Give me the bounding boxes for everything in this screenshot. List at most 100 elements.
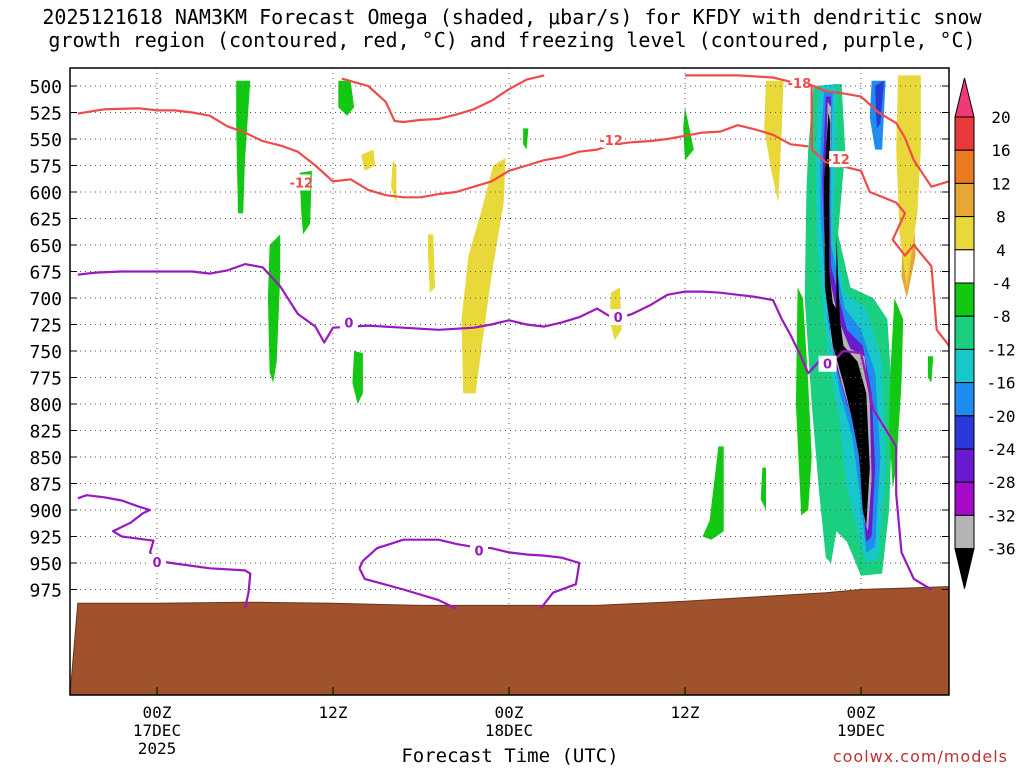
- y-tick-label-600: 600: [29, 183, 62, 204]
- y-tick-label-675: 675: [29, 263, 62, 284]
- contour-line-5: [77, 494, 252, 609]
- contour-label-5: 0: [614, 311, 623, 326]
- omega-area-26: [896, 75, 921, 288]
- colorbar-swatch-3: [954, 182, 975, 218]
- colorbar-label-1: 16: [991, 141, 1010, 160]
- omega-area-14: [760, 467, 766, 510]
- x-tick-date-40: 19DEC: [837, 721, 885, 740]
- x-tick-label-20: 00Z: [495, 703, 524, 722]
- contour-label-bg-7: [148, 553, 166, 570]
- y-tick-label-650: 650: [29, 236, 62, 257]
- y-tick-label-575: 575: [29, 157, 62, 178]
- colorbar-swatch-5: [954, 249, 975, 284]
- contour-label-bg-5: [609, 309, 628, 326]
- omega-shading-layer: [236, 75, 934, 576]
- omega-area-0: [236, 80, 251, 214]
- colorbar-bottom-arrow: [954, 548, 975, 589]
- omega-area-21: [824, 112, 870, 526]
- y-tick-label-925: 925: [29, 528, 62, 549]
- x-tick-label-30: 12Z: [671, 703, 700, 722]
- y-tick-label-550: 550: [29, 130, 62, 151]
- contour-label-2: -12: [826, 153, 850, 168]
- omega-area-23: [875, 80, 884, 129]
- omega-area-15: [795, 287, 812, 516]
- y-tick-label-775: 775: [29, 369, 62, 390]
- contour-label-3: -18: [788, 77, 812, 92]
- colorbar-swatch-12: [954, 481, 975, 516]
- colorbar: 20 16 12 8 4 -4 -8 -12 -16 -20 -24 -28 -32 -36: [954, 77, 1016, 589]
- contour-label-1: -12: [599, 134, 623, 149]
- y-tick-label-725: 725: [29, 316, 62, 337]
- omega-area-1: [267, 234, 281, 383]
- colorbar-label-10: -24: [987, 440, 1016, 459]
- x-tick-label-40: 00Z: [847, 703, 876, 722]
- colorbar-label-3: 8: [996, 208, 1006, 227]
- y-tick-label-825: 825: [29, 422, 62, 443]
- omega-area-27: [927, 356, 934, 383]
- x-tick-year-0: 2025: [138, 739, 177, 758]
- contour-label-bg-6: [818, 355, 837, 372]
- colorbar-label-11: -28: [987, 473, 1016, 492]
- y-tick-label-975: 975: [29, 581, 62, 602]
- contour-line-7: [358, 567, 457, 610]
- omega-area-8: [428, 234, 436, 293]
- y-tick-label-625: 625: [29, 210, 62, 231]
- colorbar-label-6: -8: [991, 307, 1010, 326]
- colorbar-label-5: -4: [991, 274, 1010, 293]
- colorbar-swatch-10: [954, 415, 975, 450]
- colorbar-swatch-2: [954, 149, 975, 184]
- contour-label-bg-8: [470, 542, 489, 559]
- chart-title-line-1: 2025121618 NAM3KM Forecast Omega (shaded…: [42, 5, 982, 29]
- contour-label-7: 0: [152, 556, 161, 571]
- omega-area-4: [352, 351, 363, 404]
- contour-label-bg-0: [292, 174, 311, 191]
- colorbar-swatch-4: [954, 216, 975, 251]
- colorbar-label-9: -20: [987, 407, 1016, 426]
- x-tick-label-0: 00Z: [143, 703, 172, 722]
- y-tick-label-850: 850: [29, 448, 62, 469]
- contour-label-bg-4: [339, 314, 358, 331]
- y-tick-label-700: 700: [29, 289, 62, 310]
- colorbar-label-4: 4: [996, 241, 1006, 260]
- y-tick-label-800: 800: [29, 395, 62, 416]
- omega-area-3: [338, 80, 355, 116]
- contour-label-6: 0: [823, 358, 832, 373]
- colorbar-swatch-1: [954, 116, 975, 151]
- contour-line-6: [358, 538, 581, 610]
- contour-line-2: [685, 74, 949, 188]
- terrain-surface: [70, 586, 949, 695]
- x-tick-date-20: 18DEC: [485, 721, 533, 740]
- x-axis-label: Forecast Time (UTC): [401, 745, 619, 767]
- colorbar-label-7: -12: [987, 340, 1016, 359]
- y-tick-label-500: 500: [29, 77, 62, 98]
- colorbar-label-2: 12: [991, 174, 1010, 193]
- colorbar-swatch-6: [954, 282, 975, 317]
- y-tick-label-900: 900: [29, 501, 62, 522]
- contour-line-0: [77, 107, 809, 199]
- axes: 500 525 550 575 600 625 650 675 700 725 750 775 800 8…: [29, 77, 949, 758]
- colorbar-label-0: 20: [991, 108, 1010, 127]
- y-tick-label-525: 525: [29, 104, 62, 125]
- y-tick-label-750: 750: [29, 342, 62, 363]
- contour-label-8: 0: [475, 544, 484, 559]
- colorbar-swatch-11: [954, 448, 975, 483]
- colorbar-top-arrow: [954, 77, 975, 118]
- omega-area-10: [764, 80, 784, 203]
- omega-area-5: [361, 149, 376, 171]
- contour-label-bg-3: [790, 74, 809, 91]
- colorbar-swatch-13: [954, 514, 975, 550]
- omega-area-12: [683, 107, 694, 161]
- colorbar-label-8: -16: [987, 374, 1016, 393]
- y-tick-label-875: 875: [29, 475, 62, 496]
- terrain-layer: [70, 586, 949, 695]
- x-tick-label-10: 12Z: [319, 703, 348, 722]
- contour-label-0: -12: [290, 176, 314, 191]
- credit-link[interactable]: coolwx.com/models: [832, 747, 1008, 766]
- colorbar-label-13: -36: [987, 540, 1016, 559]
- contour-layer: -12 -12 -12 -18 0 0 0 0 0: [77, 74, 949, 610]
- chart-title-line-2: growth region (contoured, red, °C) and f…: [48, 28, 976, 52]
- x-tick-date-0: 17DEC: [133, 721, 181, 740]
- contour-label-4: 0: [344, 316, 353, 331]
- colorbar-swatch-9: [954, 382, 975, 417]
